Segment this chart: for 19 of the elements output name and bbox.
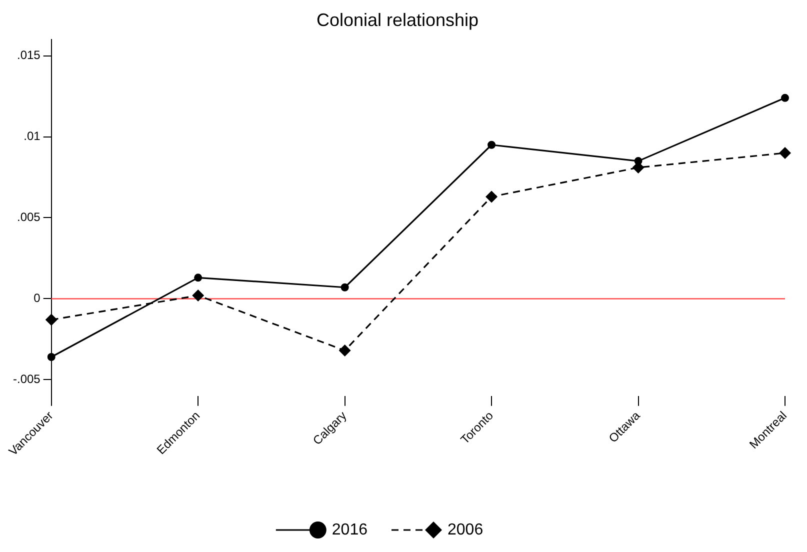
- y-tick-label: .01: [24, 129, 41, 144]
- point: [194, 274, 202, 282]
- point: [488, 140, 496, 149]
- point: [45, 314, 58, 326]
- point: [192, 289, 204, 302]
- legend-label: 2016: [332, 521, 368, 538]
- y-tick-label: .005: [16, 210, 41, 224]
- point: [340, 283, 349, 292]
- point: [338, 344, 351, 357]
- point: [779, 146, 791, 159]
- y-tick-label: 0: [34, 291, 41, 306]
- legend-label: 2006: [448, 521, 484, 538]
- point: [634, 157, 642, 166]
- point: [47, 353, 56, 362]
- point: [781, 94, 789, 102]
- y-tick-label: -.005: [12, 372, 41, 386]
- point: [486, 190, 498, 203]
- chart-title: Colonial relationship: [316, 10, 479, 30]
- y-tick-label: .015: [16, 48, 41, 62]
